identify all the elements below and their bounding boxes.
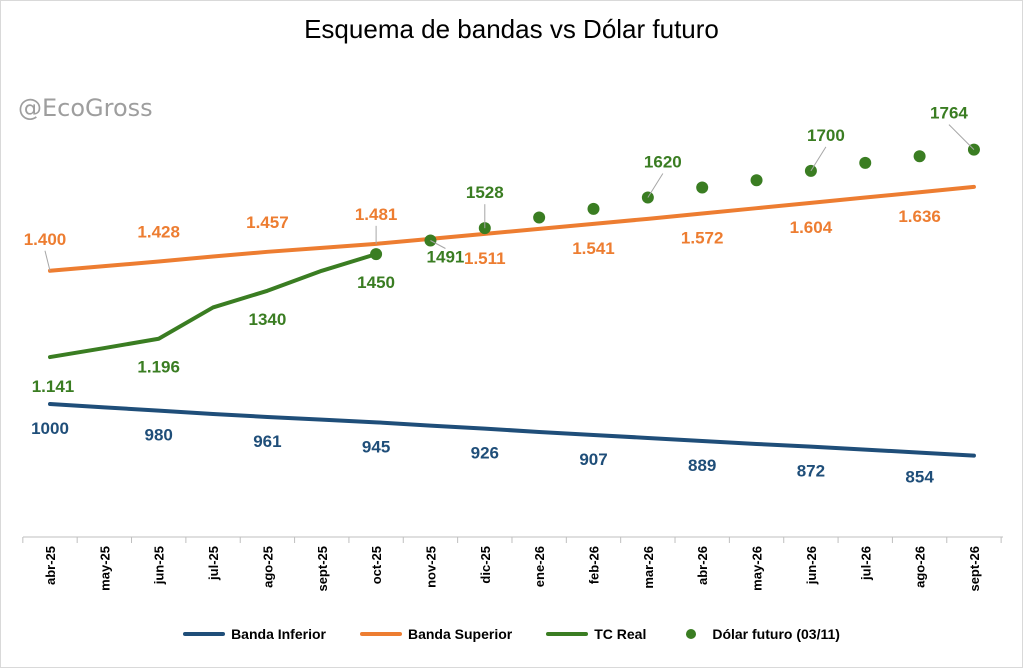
legend-swatch-banda-superior [359, 632, 402, 636]
point-dolar-futuro-03-11-abr-26 [696, 181, 709, 194]
data-label-banda-superior-feb-26: 1.541 [572, 239, 615, 258]
data-label-banda-superior-oct-25: 1.481 [355, 205, 398, 224]
x-tick-label-mar-26: mar-26 [641, 546, 656, 589]
data-label-banda-superior-ago-26: 1.636 [898, 207, 941, 226]
data-label-banda-superior-ago-25: 1.457 [246, 213, 289, 232]
data-label-banda-superior-dic-25: 1.511 [464, 249, 506, 268]
data-label-tc-real-abr-25: 1.141 [32, 377, 75, 396]
legend-item-banda-inferior: Banda Inferior [183, 626, 326, 642]
watermark: @EcoGross [18, 94, 153, 122]
x-tick-label-oct-25: oct-25 [369, 546, 384, 584]
data-label-banda-inferior-ago-26: 854 [905, 468, 934, 487]
x-tick-label-jul-25: jul-25 [206, 546, 221, 581]
legend-swatch-dolar-futuro [686, 629, 697, 639]
point-dolar-futuro-03-11-jul-26 [859, 156, 872, 169]
point-dolar-futuro-03-11-feb-26 [587, 202, 600, 215]
data-label-tc-real-ago-25: 1340 [248, 310, 286, 329]
x-tick-label-jun-26: jun-26 [804, 546, 819, 585]
data-label-banda-inferior-ago-25: 961 [253, 432, 281, 451]
x-tick-label-ago-26: ago-26 [913, 546, 928, 588]
data-label-banda-superior-abr-26: 1.572 [681, 229, 724, 248]
data-label-banda-inferior-feb-26: 907 [579, 450, 607, 469]
data-label-dolar-futuro-03-11-nov-25: 1491 [427, 247, 465, 266]
data-label-dolar-futuro-03-11-mar-26: 1620 [644, 153, 682, 172]
x-tick-label-may-25: may-25 [97, 546, 112, 591]
x-tick-label-abr-26: abr-26 [695, 546, 710, 585]
leader-line-dolar-futuro-03-11 [810, 146, 827, 172]
chart-legend: Banda Inferior Banda Superior TC Real Dó… [0, 626, 1023, 642]
series-line-banda-superior [48, 184, 976, 273]
x-tick-label-ago-25: ago-25 [260, 546, 275, 588]
series-line-tc-real [48, 252, 379, 360]
data-label-banda-inferior-oct-25: 945 [362, 437, 390, 456]
data-label-dolar-futuro-03-11-sept-26: 1764 [930, 104, 968, 123]
legend-swatch-banda-inferior [183, 632, 226, 636]
data-label-banda-superior-jun-26: 1.604 [790, 218, 833, 237]
legend-label-dolar-futuro: Dólar futuro (03/11) [712, 626, 840, 642]
chart-title: Esquema de bandas vs Dólar futuro [304, 14, 719, 44]
x-tick-label-ene-26: ene-26 [532, 546, 547, 587]
data-label-banda-inferior-abr-25: 1000 [31, 419, 69, 438]
leader-line-dolar-futuro-03-11 [430, 240, 446, 249]
data-label-banda-inferior-jun-26: 872 [797, 462, 825, 481]
point-dolar-futuro-03-11-ago-26 [913, 150, 926, 163]
legend-item-banda-superior: Banda Superior [359, 626, 513, 642]
data-label-banda-inferior-abr-26: 889 [688, 456, 716, 475]
point-dolar-futuro-03-11-oct-25 [370, 248, 383, 261]
x-tick-label-may-26: may-26 [750, 546, 765, 591]
legend-label-banda-inferior: Banda Inferior [231, 626, 326, 642]
legend-label-tc-real: TC Real [594, 626, 647, 642]
x-tick-label-nov-25: nov-25 [423, 546, 438, 588]
data-label-banda-inferior-jun-25: 980 [145, 426, 173, 445]
legend-item-tc-real: TC Real [546, 626, 646, 642]
data-label-tc-real-jun-25: 1.196 [137, 358, 180, 377]
data-label-banda-inferior-dic-25: 926 [471, 444, 499, 463]
data-label-tc-real-oct-25: 1450 [357, 273, 395, 292]
leader-line-banda-superior [44, 250, 51, 271]
x-tick-label-sept-25: sept-25 [315, 546, 330, 592]
point-dolar-futuro-03-11-ene-26 [533, 211, 546, 224]
point-dolar-futuro-03-11-may-26 [750, 174, 763, 187]
x-tick-label-abr-25: abr-25 [43, 546, 58, 585]
data-label-dolar-futuro-03-11-dic-25: 1528 [466, 183, 504, 202]
leader-line-dolar-futuro-03-11 [948, 124, 975, 150]
x-tick-label-jul-26: jul-26 [858, 546, 873, 581]
series-line-banda-inferior [48, 402, 976, 458]
x-tick-label-dic-25: dic-25 [478, 546, 493, 584]
data-label-banda-superior-abr-25: 1.400 [24, 230, 67, 249]
legend-item-dolar-futuro: Dólar futuro (03/11) [680, 626, 840, 642]
leader-line-dolar-futuro-03-11 [647, 173, 664, 198]
legend-label-banda-superior: Banda Superior [407, 626, 513, 642]
x-tick-label-sept-26: sept-26 [967, 546, 982, 592]
x-tick-label-jun-25: jun-25 [152, 546, 167, 585]
data-label-banda-superior-jun-25: 1.428 [137, 222, 180, 241]
data-label-dolar-futuro-03-11-jun-26: 1700 [807, 126, 845, 145]
legend-swatch-tc-real [546, 632, 589, 636]
x-tick-label-feb-26: feb-26 [587, 546, 602, 584]
